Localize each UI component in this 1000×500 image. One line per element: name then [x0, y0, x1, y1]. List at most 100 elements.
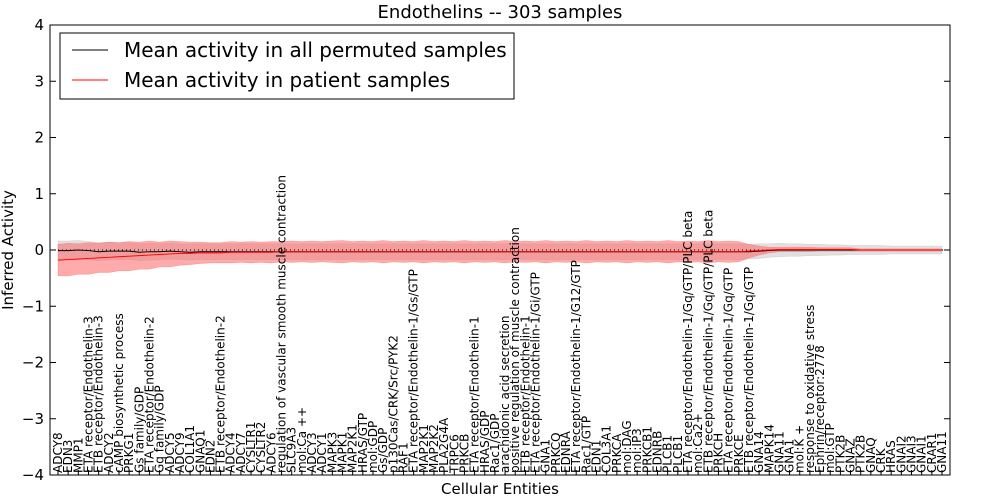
- x-tick-label: PRKCE: [732, 434, 746, 473]
- x-tick-label: Rac1/GTP: [579, 416, 593, 473]
- x-tick-label: GNA14: [752, 431, 766, 473]
- x-tick-label: Gs/GDP: [376, 428, 390, 473]
- x-tick-label: mol:K +: [793, 425, 807, 473]
- x-tick-label: ETA receptor/Endothelin-1/Gq/GTP: [722, 268, 736, 473]
- x-tick-label: ADCY4: [224, 432, 238, 473]
- x-tick-label: CRAR1: [925, 433, 939, 473]
- x-tick-label: p130Cas/CRK/Src/PYK2: [386, 335, 400, 473]
- x-tick-label: ADCY6: [264, 432, 278, 473]
- x-tick-label: mol:IP3: [630, 428, 644, 473]
- x-tick-label: EDNRB: [650, 431, 664, 473]
- x-tick-label: Ephrin/receptor:2778: [813, 345, 827, 473]
- x-tick-label: mol:GTP: [823, 423, 837, 473]
- x-tick-label: arachidonic acid secretion: [498, 316, 512, 473]
- x-tick-label: ADCY7: [234, 432, 248, 473]
- chart-title: Endothelins -- 303 samples: [378, 2, 623, 23]
- x-tick-label: ETA receptor/Endothelin-1/G12/GTP: [569, 260, 583, 473]
- confidence-bands: [57, 240, 943, 277]
- x-tick-label: GNA1: [783, 439, 797, 473]
- x-tick-label: PLCB1: [671, 435, 685, 473]
- x-tick-label: HRAS: [884, 440, 898, 473]
- legend-box: [59, 32, 515, 100]
- line-patient: [57, 248, 942, 261]
- x-tick-label: ETB receptor/Endothelin-1: [518, 315, 532, 473]
- x-tick-label: GNA1: [539, 439, 553, 473]
- x-tick-label: ETA receptor/Endothelin-1/Gs/GTP: [407, 269, 421, 473]
- y-axis: −4 −3 −2 −1 0 1 2 3 4: [22, 16, 950, 484]
- x-tick-label: ETA receptor/Endothelin-1: [468, 316, 482, 473]
- x-tick-label: ETA receptor/Endothelin-3: [81, 316, 95, 473]
- x-tick-label: GNA11: [772, 431, 786, 473]
- x-tick-label: PRKCB1: [640, 426, 654, 473]
- x-tick-label: EDN1: [590, 440, 604, 473]
- x-tick-label: positive regulation of muscle contractio…: [508, 227, 522, 473]
- y-tick-label: −4: [22, 466, 44, 484]
- x-tick-label: COL1A1: [183, 425, 197, 473]
- x-tick-label: ADCY9: [173, 432, 187, 473]
- x-tick-label: PRKCA: [610, 433, 624, 473]
- x-tick-label: GNAQ1: [193, 430, 207, 473]
- y-tick-label: 1: [34, 185, 44, 203]
- x-tick-label: HRAS/GDP: [478, 410, 492, 473]
- x-tick-label: ADCY2: [102, 432, 116, 473]
- x-tick-label: mol:Ca2+: [691, 413, 705, 473]
- x-tick-label: MMP1: [71, 437, 85, 473]
- x-tick-label: PLA2G4A: [437, 417, 451, 473]
- x-tick-label: ADCY3: [305, 432, 319, 473]
- legend-label-patient: Mean activity in patient samples: [124, 68, 450, 92]
- x-tick-label: ETB receptor/Endothelin-2: [214, 315, 228, 473]
- x-tick-label: EDN3: [61, 440, 75, 473]
- x-tick-label: ETA receptor/Endothelin-1/Gq/GTP/PLC bet…: [681, 211, 695, 473]
- y-tick-label: −1: [22, 297, 44, 315]
- x-tick-label: PRKCH: [711, 433, 725, 473]
- x-tick-label: GNAQ: [864, 437, 878, 473]
- y-tick-label: 3: [34, 72, 44, 90]
- x-tick-label: ETA receptor/Endothelin-1/Gi/GTP: [529, 272, 543, 473]
- y-tick-label: −2: [22, 354, 44, 372]
- x-tick-label: ETB receptor/Endothelin-1/Gq/GTP: [742, 267, 756, 473]
- y-tick-label: 4: [34, 16, 44, 34]
- x-tick-label: mol:DAG: [620, 420, 634, 473]
- x-tick-label: MAPK14: [762, 424, 776, 473]
- x-tick-label: cAMP biosynthetic process: [112, 313, 126, 473]
- x-tick-label: CRK: [874, 447, 888, 473]
- band-patient: [57, 240, 943, 277]
- x-tick-label: MAPK3: [325, 432, 339, 473]
- y-tick-label: 0: [34, 241, 44, 259]
- x-tick-label: GNAZ: [844, 438, 858, 473]
- x-tick-label: Rac1/GDP: [488, 414, 502, 473]
- x-tick-label: ETB receptor/Endothelin-1/Gq/GTP/PLC bet…: [701, 210, 715, 473]
- x-tick-label: mol:GDP: [366, 421, 380, 473]
- x-tick-label: HRAS/GTP: [356, 413, 370, 473]
- y-tick-label: 2: [34, 129, 44, 147]
- x-tick-label: PRKCB: [457, 434, 471, 473]
- x-tick-label: mol:Ca ++: [295, 407, 309, 473]
- x-tick-label: Gs family/GDP: [132, 387, 146, 473]
- x-tick-label: PTK2B: [833, 435, 847, 473]
- y-axis-label: Inferred Activity: [0, 190, 17, 310]
- x-tick-label: GNAI1: [915, 435, 929, 473]
- legend: Mean activity in all permuted samples Me…: [59, 32, 515, 100]
- x-tick-label: RAF1: [396, 442, 410, 473]
- series-lines: [57, 248, 942, 261]
- x-tick-label: COL3A1: [600, 425, 614, 473]
- x-tick-label: PTK2B: [854, 435, 868, 473]
- x-tick-label: PLCB1: [661, 435, 675, 473]
- x-tick-label: CYSLTR1: [244, 422, 258, 473]
- x-axis-label: Cellular Entities: [441, 480, 559, 498]
- x-tick-label: MAPK1: [336, 432, 350, 473]
- x-tick-label: ETB receptor/Endothelin-3: [92, 315, 106, 473]
- x-tick-label: TRPC6: [447, 434, 461, 474]
- x-tick-label: PRKG1: [122, 433, 136, 473]
- y-tick-label: −3: [22, 410, 44, 428]
- x-tick-label: MAP2K2: [427, 424, 441, 473]
- x-tick-label: PRKCQ: [549, 432, 563, 473]
- x-tick-label: Gq family/GDP: [153, 385, 167, 473]
- x-tick-label: GNAI3: [905, 435, 919, 473]
- x-tick-label: SLC9A3: [285, 427, 299, 473]
- x-tick-label: regulation of vascular smooth muscle con…: [275, 175, 289, 473]
- x-tick-label: EDNRA: [559, 430, 573, 473]
- x-tick-label: ADCY1: [315, 432, 329, 473]
